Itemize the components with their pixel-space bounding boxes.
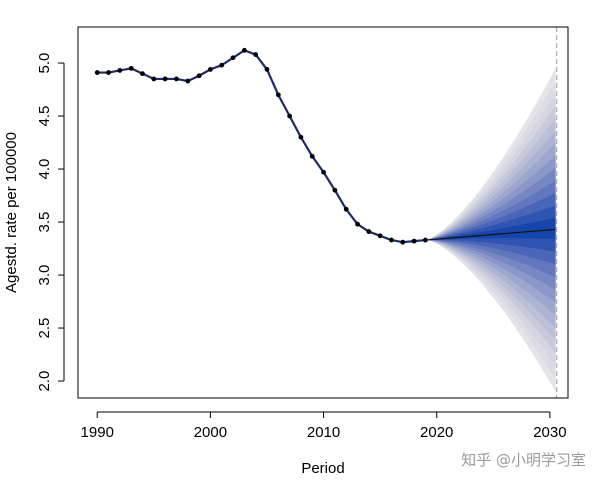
x-tick-label: 2000 xyxy=(194,424,227,441)
observed-point xyxy=(309,153,315,159)
observed-point xyxy=(196,73,202,79)
observed-point xyxy=(94,70,100,75)
prediction-band-12 xyxy=(425,205,556,252)
observed-point xyxy=(185,78,191,84)
prediction-interval-bands xyxy=(425,68,556,392)
observed-point xyxy=(162,76,168,82)
observed-point xyxy=(140,71,145,77)
prediction-band-13 xyxy=(425,217,556,241)
observed-point xyxy=(264,67,270,72)
y-tick-label: 2.5 xyxy=(36,318,53,339)
y-tick-label: 4.5 xyxy=(36,106,53,127)
x-tick-label: 2030 xyxy=(533,424,566,441)
observed-point xyxy=(230,55,236,61)
observed-point xyxy=(253,52,259,57)
observed-point xyxy=(355,221,360,227)
observed-point xyxy=(411,238,417,244)
observed-point xyxy=(389,237,394,243)
observed-point xyxy=(423,237,428,243)
observed-point xyxy=(275,92,281,98)
x-tick-label: 1990 xyxy=(81,424,114,441)
y-tick-label: 3.5 xyxy=(36,212,53,233)
x-tick-label: 2020 xyxy=(420,424,453,441)
observed-point xyxy=(377,233,383,239)
y-axis: 2.0 2.5 3.0 3.5 4.0 4.5 5.0 xyxy=(36,53,65,392)
y-tick-label: 5.0 xyxy=(36,53,53,74)
observed-point xyxy=(151,76,157,82)
observed-point xyxy=(174,76,179,82)
observed-point xyxy=(400,239,406,245)
observed-points xyxy=(94,47,428,245)
y-tick-label: 3.0 xyxy=(36,265,53,286)
y-tick-label: 2.0 xyxy=(36,371,53,392)
observed-point xyxy=(287,113,293,119)
observed-point xyxy=(128,65,134,71)
observed-point xyxy=(321,169,326,175)
fitted-line xyxy=(97,49,426,244)
observed-point xyxy=(117,68,123,73)
observed-point xyxy=(366,229,372,234)
x-axis-label: Period xyxy=(301,460,344,477)
observed-point xyxy=(298,134,304,140)
forecast-line xyxy=(425,228,556,241)
y-tick-label: 4.0 xyxy=(36,159,53,180)
observed-point xyxy=(106,70,111,75)
observed-point xyxy=(343,206,349,212)
y-axis-label: Agestd. rate per 100000 xyxy=(3,132,20,293)
watermark: 知乎 @小明学习室 xyxy=(461,451,586,469)
plot-frame xyxy=(77,26,569,399)
observed-point xyxy=(241,47,247,53)
observed-point xyxy=(208,67,213,72)
x-tick-label: 2010 xyxy=(307,424,340,441)
observed-point xyxy=(219,62,225,68)
observed-point xyxy=(332,187,338,193)
x-axis: 1990 2000 2010 2020 2030 xyxy=(81,411,567,441)
